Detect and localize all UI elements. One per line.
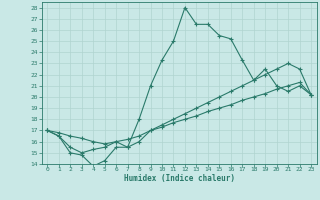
X-axis label: Humidex (Indice chaleur): Humidex (Indice chaleur) [124, 174, 235, 183]
